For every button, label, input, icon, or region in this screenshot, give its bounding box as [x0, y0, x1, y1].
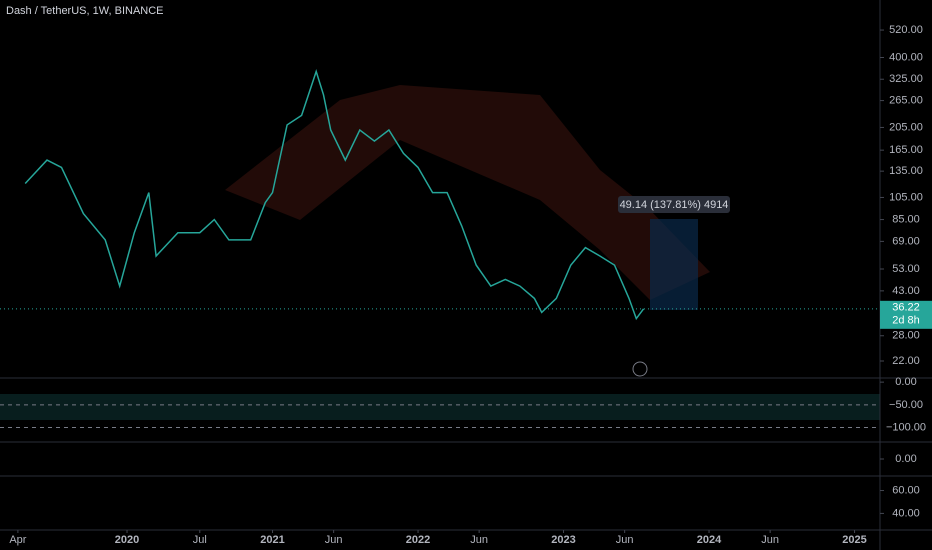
x-tick-label: Apr [9, 534, 26, 546]
x-tick-label: 2020 [115, 534, 139, 546]
x-tick-label: Jun [470, 534, 488, 546]
y-tick-label: 85.00 [892, 213, 920, 225]
y-tick-label: −100.00 [886, 421, 926, 433]
y-tick-label: 400.00 [889, 51, 923, 63]
x-tick-label: 2022 [406, 534, 430, 546]
y-tick-label: 265.00 [889, 94, 923, 106]
y-tick-label: 22.00 [892, 355, 920, 367]
y-tick-label: −50.00 [889, 399, 923, 411]
y-tick-label: 165.00 [889, 144, 923, 156]
y-tick-label: 105.00 [889, 191, 923, 203]
price-line [24, 69, 645, 321]
x-tick-label: 2021 [260, 534, 284, 546]
y-tick-label: 28.00 [892, 330, 920, 342]
symbol-title: Dash / TetherUS, 1W, BINANCE [6, 5, 164, 17]
x-tick-label: Jul [193, 534, 207, 546]
countdown-label: 2d 8h [892, 315, 920, 327]
y-tick-label: 325.00 [889, 73, 923, 85]
y-tick-label: 40.00 [892, 507, 920, 519]
measure-badge [618, 196, 730, 213]
y-tick-label: 0.00 [895, 376, 916, 388]
y-tick-label: 205.00 [889, 121, 923, 133]
x-tick-label: 2025 [842, 534, 866, 546]
y-tick-label: 520.00 [889, 24, 923, 36]
y-tick-label: 135.00 [889, 165, 923, 177]
x-tick-label: Jun [761, 534, 779, 546]
x-tick-label: Jun [325, 534, 343, 546]
y-tick-label: 0.00 [895, 453, 916, 465]
x-tick-label: 2023 [551, 534, 575, 546]
x-tick-label: 2024 [697, 534, 722, 546]
x-tick-label: Jun [616, 534, 634, 546]
replay-icon[interactable] [632, 361, 648, 377]
indicator-band [0, 394, 880, 420]
measure-box [650, 219, 698, 310]
measure-label: 49.14 (137.81%) 4914 [620, 199, 729, 211]
y-tick-label: 43.00 [892, 285, 920, 297]
last-price-badge [880, 300, 932, 329]
last-price-label: 36.22 [892, 302, 920, 314]
y-tick-label: 53.00 [892, 263, 920, 275]
cloud [225, 85, 710, 300]
y-tick-label: 60.00 [892, 484, 920, 496]
y-tick-label: 69.00 [892, 235, 920, 247]
